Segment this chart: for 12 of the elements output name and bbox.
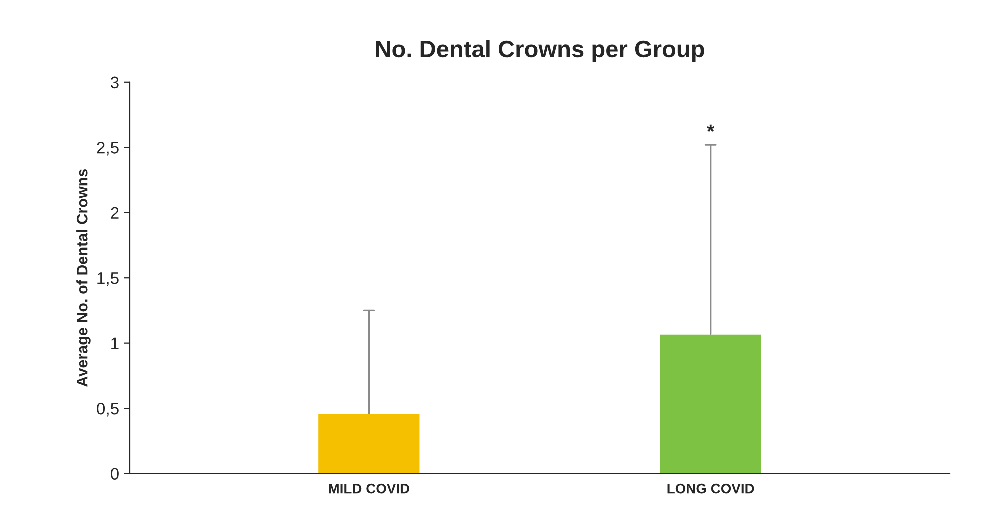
- y-tick-label: 2,5: [97, 142, 119, 156]
- y-axis-title: Average No. of Dental Crowns: [76, 169, 91, 387]
- y-tick-label: 1: [112, 338, 119, 350]
- chart-title: No. Dental Crowns per Group: [376, 40, 704, 62]
- y-tick-label: 1,5: [98, 272, 119, 286]
- y-tick-label: 0: [110, 468, 119, 480]
- y-tick-label: 2: [111, 207, 119, 219]
- x-tick-label: MILD COVID: [329, 484, 410, 494]
- y-tick-label: 0,5: [97, 402, 119, 417]
- annotation: *: [707, 124, 715, 132]
- x-tick-label: LONG COVID: [668, 484, 754, 494]
- y-tick-label: 3: [110, 76, 119, 89]
